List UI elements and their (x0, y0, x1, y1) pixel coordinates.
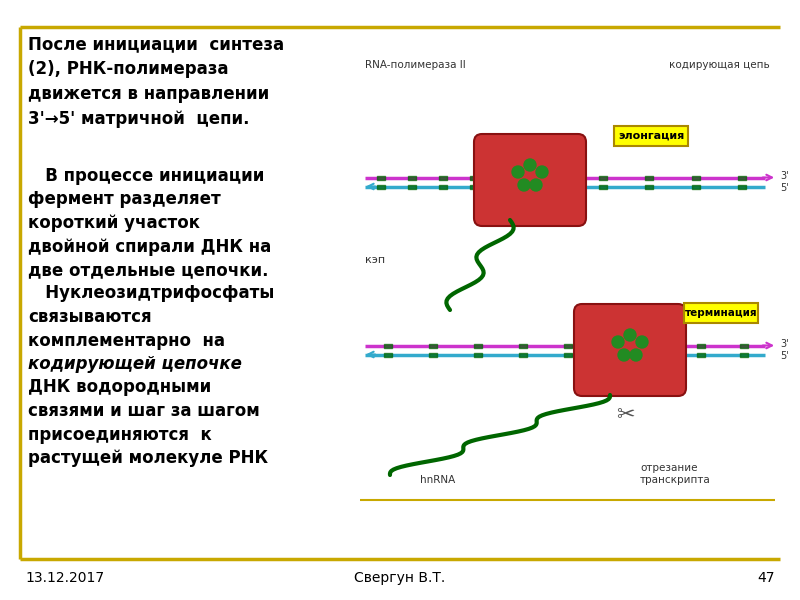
Text: 5': 5' (780, 351, 789, 361)
Text: растущей молекуле РНК: растущей молекуле РНК (28, 449, 268, 467)
Text: 3': 3' (780, 339, 789, 349)
Text: элонгация: элонгация (618, 131, 684, 141)
Text: кодирующей цепочке: кодирующей цепочке (28, 355, 242, 373)
Text: короткий участок: короткий участок (28, 214, 200, 232)
Text: две отдельные цепочки.: две отдельные цепочки. (28, 261, 269, 279)
Circle shape (536, 166, 548, 178)
Text: кодирующая цепь: кодирующая цепь (670, 60, 770, 70)
Text: двойной спирали ДНК на: двойной спирали ДНК на (28, 238, 271, 256)
Text: 47: 47 (758, 571, 775, 584)
Circle shape (512, 166, 524, 178)
Text: отрезание
транскрипта: отрезание транскрипта (640, 463, 710, 485)
Circle shape (518, 179, 530, 191)
Text: ДНК водородными: ДНК водородными (28, 379, 211, 397)
FancyBboxPatch shape (684, 303, 758, 323)
Text: 13.12.2017: 13.12.2017 (25, 571, 104, 584)
Circle shape (612, 336, 624, 348)
FancyBboxPatch shape (614, 126, 688, 146)
Text: ✂: ✂ (616, 405, 634, 425)
Circle shape (530, 179, 542, 191)
Text: 3': 3' (780, 171, 789, 181)
Text: связываются: связываются (28, 308, 152, 326)
Circle shape (636, 336, 648, 348)
Circle shape (630, 349, 642, 361)
Text: RNA-полимераза II: RNA-полимераза II (365, 60, 466, 70)
FancyBboxPatch shape (574, 304, 686, 396)
Circle shape (524, 159, 536, 171)
Text: фермент разделяет: фермент разделяет (28, 191, 221, 208)
Text: hnRNA: hnRNA (420, 475, 455, 485)
Text: кэп: кэп (365, 255, 385, 265)
Text: После инициации  синтеза
(2), РНК-полимераза
движется в направлении
3'→5' матрич: После инициации синтеза (2), РНК-полимер… (28, 35, 284, 128)
Text: комплементарно  на: комплементарно на (28, 331, 225, 349)
Circle shape (618, 349, 630, 361)
FancyBboxPatch shape (474, 134, 586, 226)
Circle shape (624, 329, 636, 341)
Text: Нуклеозидтрифосфаты: Нуклеозидтрифосфаты (28, 284, 274, 302)
Text: 5': 5' (780, 183, 789, 193)
Text: присоединяются  к: присоединяются к (28, 425, 212, 443)
Text: терминация: терминация (685, 308, 758, 318)
Text: В процессе инициации: В процессе инициации (28, 167, 264, 185)
Text: связями и шаг за шагом: связями и шаг за шагом (28, 402, 260, 420)
Text: Свергун В.Т.: Свергун В.Т. (354, 571, 446, 584)
